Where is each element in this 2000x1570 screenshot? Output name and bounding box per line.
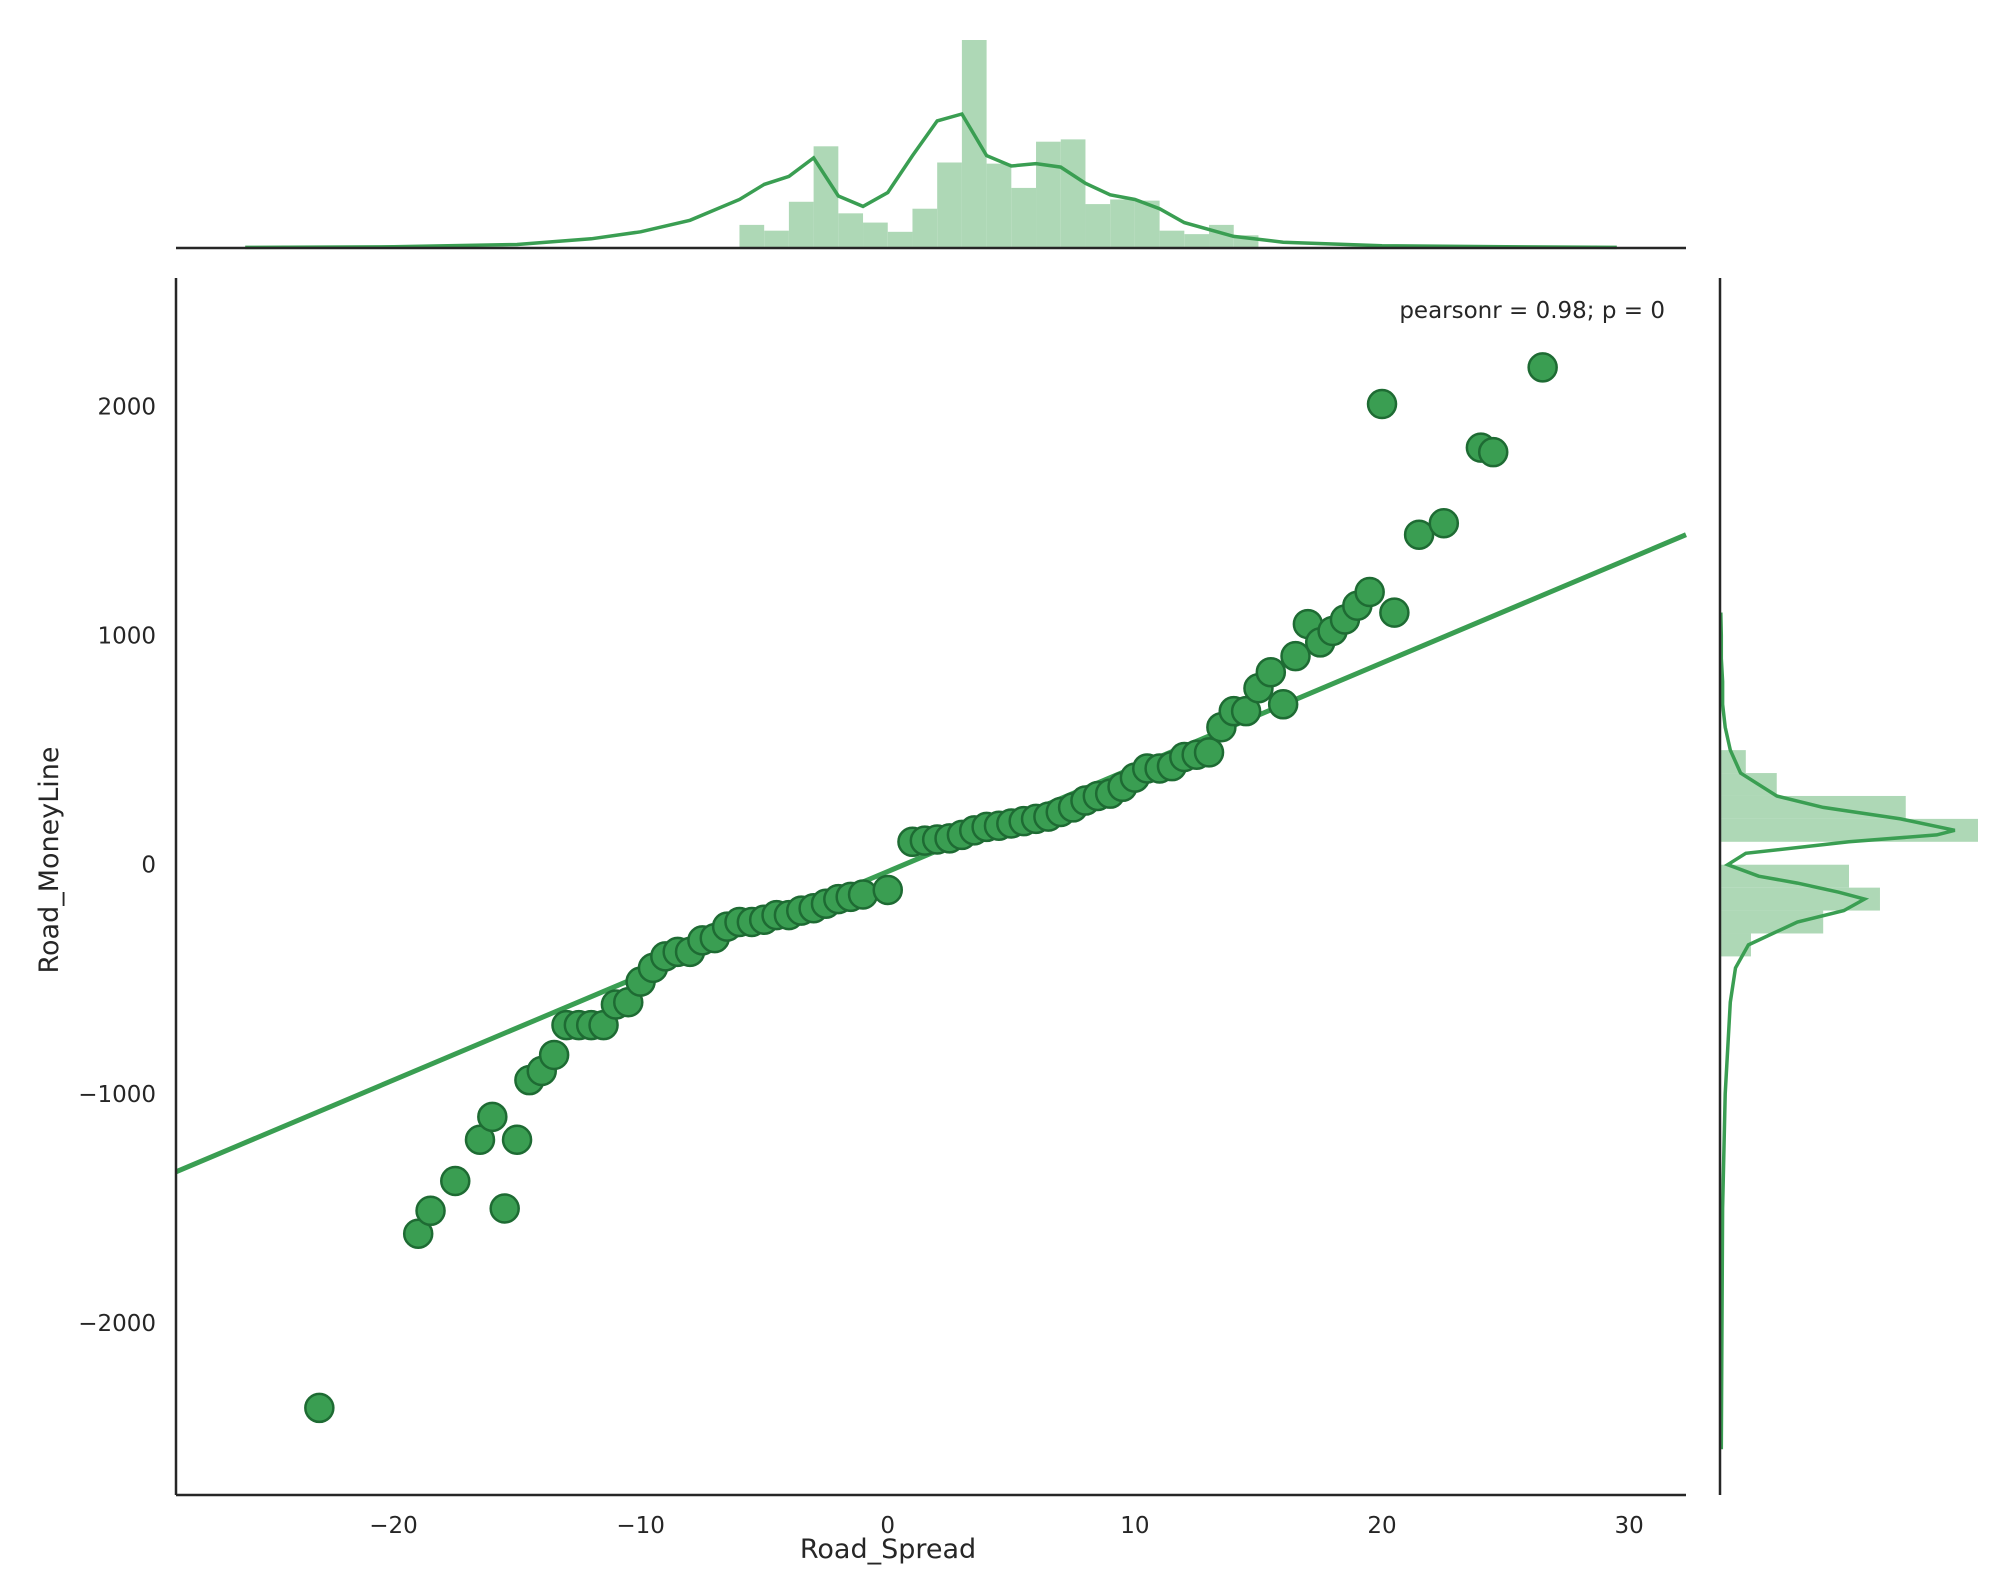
x-tick-label: −10 xyxy=(616,1513,665,1539)
top-histogram-bar xyxy=(887,231,913,248)
top-histogram-bar xyxy=(1085,204,1111,248)
y-tick-label: −1000 xyxy=(78,1082,156,1108)
top-histogram-bar xyxy=(863,222,888,248)
scatter-point xyxy=(1280,640,1311,672)
right-histogram-bar xyxy=(1720,818,1978,842)
scatter-point xyxy=(489,1193,520,1224)
x-tick-label: −20 xyxy=(369,1513,418,1539)
scatter-point xyxy=(1527,352,1558,383)
top-histogram-bar xyxy=(1036,141,1061,248)
scatter-point xyxy=(1403,519,1435,550)
x-tick-label: 10 xyxy=(1120,1513,1149,1539)
right-histogram-bar xyxy=(1720,864,1849,888)
scatter-point xyxy=(415,1195,446,1227)
right-histogram-bar xyxy=(1720,887,1880,911)
scatter-point xyxy=(501,1124,533,1156)
scatter-point xyxy=(1255,656,1287,688)
top-histogram-bar xyxy=(788,201,814,248)
right-histogram-bar xyxy=(1720,910,1824,934)
axes-group xyxy=(174,278,1686,1497)
top-histogram-bar xyxy=(1110,199,1135,248)
y-tick-label: 1000 xyxy=(97,624,156,650)
y-tick-label: 0 xyxy=(141,853,156,879)
y-tick-label: −2000 xyxy=(78,1311,156,1337)
top-histogram-bar xyxy=(1011,187,1037,248)
scatter-point xyxy=(1267,689,1299,720)
top-histogram-bar xyxy=(986,163,1012,248)
scatter-point xyxy=(304,1392,335,1424)
x-axis-label: Road_Spread xyxy=(800,1534,976,1565)
scatter-point xyxy=(1428,507,1460,539)
x-tick-label: 20 xyxy=(1367,1513,1396,1539)
scatter-point xyxy=(1379,597,1410,628)
right-marginal-histogram xyxy=(1718,278,1978,1495)
top-kde-curve xyxy=(245,111,1617,250)
scatter-point xyxy=(847,879,879,910)
main-scatter-plot: −20 −10 0 10 20 30 −2000 −1000 0 1000 2000 xyxy=(78,278,1687,1539)
y-axis-label: Road_MoneyLine xyxy=(34,746,65,973)
right-kde-curve xyxy=(1719,612,1956,1450)
x-tick-label: 30 xyxy=(1615,1513,1644,1539)
top-histogram-bar xyxy=(1060,139,1086,248)
x-tick-labels: −20 −10 0 10 20 30 xyxy=(369,1513,1644,1539)
scatter-point xyxy=(538,1039,570,1071)
top-histogram-bar xyxy=(764,230,789,248)
right-histogram-bar xyxy=(1720,773,1777,796)
scatter-point xyxy=(872,874,904,906)
scatter-point xyxy=(1354,576,1385,608)
scatter-point xyxy=(440,1165,471,1197)
right-histogram-bar xyxy=(1720,933,1751,957)
scatter-point xyxy=(1477,436,1509,468)
top-histogram-bar xyxy=(1184,234,1210,248)
scatter-points-group xyxy=(304,352,1558,1424)
top-histogram-bar xyxy=(838,213,864,248)
top-histogram-bar xyxy=(912,208,938,248)
top-histogram-bar xyxy=(1159,230,1185,248)
y-tick-labels: −2000 −1000 0 1000 2000 xyxy=(78,394,156,1337)
x-tick-label: 0 xyxy=(880,1513,895,1539)
top-marginal-histogram xyxy=(176,40,1686,250)
top-histogram-bar xyxy=(937,162,962,248)
scatter-point xyxy=(1193,737,1225,768)
y-tick-label: 2000 xyxy=(97,394,156,420)
top-histogram-bar xyxy=(961,40,987,248)
scatter-point xyxy=(477,1101,508,1133)
pearson-annotation: pearsonr = 0.98; p = 0 xyxy=(1399,298,1665,324)
top-histogram-bar xyxy=(739,224,765,248)
scatter-point xyxy=(1366,388,1398,420)
